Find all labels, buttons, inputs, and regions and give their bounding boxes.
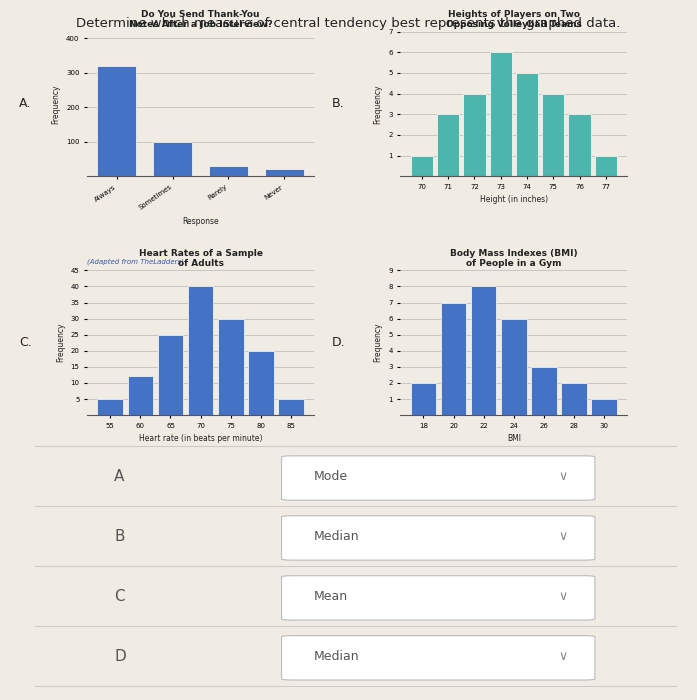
FancyBboxPatch shape <box>282 516 595 560</box>
Text: B: B <box>114 528 125 544</box>
X-axis label: Response: Response <box>183 217 219 225</box>
Title: Body Mass Indexes (BMI)
of People in a Gym: Body Mass Indexes (BMI) of People in a G… <box>450 248 578 268</box>
Text: Determine which measure of central tendency best represents the graphed data.: Determine which measure of central tende… <box>76 18 621 31</box>
Bar <box>158 335 183 415</box>
Bar <box>128 377 153 415</box>
Bar <box>591 399 617 415</box>
Text: ∨: ∨ <box>559 530 568 542</box>
Bar <box>516 73 538 176</box>
Text: Median: Median <box>314 650 360 662</box>
Bar <box>542 94 565 176</box>
Text: Median: Median <box>314 530 360 542</box>
FancyBboxPatch shape <box>282 636 595 680</box>
Text: B.: B. <box>332 97 345 111</box>
Bar <box>437 114 459 176</box>
Bar <box>98 399 123 415</box>
Text: C: C <box>114 589 125 603</box>
Title: Heart Rates of a Sample
of Adults: Heart Rates of a Sample of Adults <box>139 248 263 268</box>
Text: A.: A. <box>19 97 31 111</box>
Text: C.: C. <box>19 336 32 349</box>
Text: ∨: ∨ <box>559 470 568 483</box>
Bar <box>278 399 304 415</box>
Text: D: D <box>114 648 126 664</box>
Bar <box>464 94 486 176</box>
Bar <box>98 66 137 176</box>
X-axis label: BMI: BMI <box>507 434 521 443</box>
FancyBboxPatch shape <box>282 575 595 620</box>
Y-axis label: Frequency: Frequency <box>374 84 383 124</box>
Bar <box>248 351 274 415</box>
Text: ∨: ∨ <box>559 589 568 603</box>
Title: Do You Send Thank-You
Notes After a Job Interview?: Do You Send Thank-You Notes After a Job … <box>129 10 273 29</box>
Bar <box>531 367 557 415</box>
Bar <box>209 166 248 176</box>
Y-axis label: Frequency: Frequency <box>374 323 383 363</box>
Y-axis label: Frequency: Frequency <box>56 323 65 363</box>
X-axis label: Height (in inches): Height (in inches) <box>480 195 548 204</box>
Text: (Adapted from TheLadders): (Adapted from TheLadders) <box>87 258 184 265</box>
FancyBboxPatch shape <box>282 456 595 500</box>
Bar <box>561 383 587 415</box>
Y-axis label: Frequency: Frequency <box>52 84 61 124</box>
Bar <box>265 169 304 176</box>
Text: Mode: Mode <box>314 470 348 483</box>
Bar <box>218 318 243 415</box>
Bar <box>489 52 512 176</box>
X-axis label: Heart rate (in beats per minute): Heart rate (in beats per minute) <box>139 434 262 443</box>
Bar <box>471 286 496 415</box>
Text: D.: D. <box>332 336 346 349</box>
Bar <box>153 142 192 176</box>
Bar <box>187 286 213 415</box>
Text: Mean: Mean <box>314 589 348 603</box>
Bar <box>595 155 617 176</box>
Bar <box>411 155 433 176</box>
Bar <box>411 383 436 415</box>
Bar <box>441 302 466 415</box>
Text: ∨: ∨ <box>559 650 568 662</box>
Title: Heights of Players on Two
Opposing Volleyball Teams: Heights of Players on Two Opposing Volle… <box>446 10 582 29</box>
Text: A: A <box>114 469 125 484</box>
Bar <box>568 114 590 176</box>
Bar <box>501 318 527 415</box>
